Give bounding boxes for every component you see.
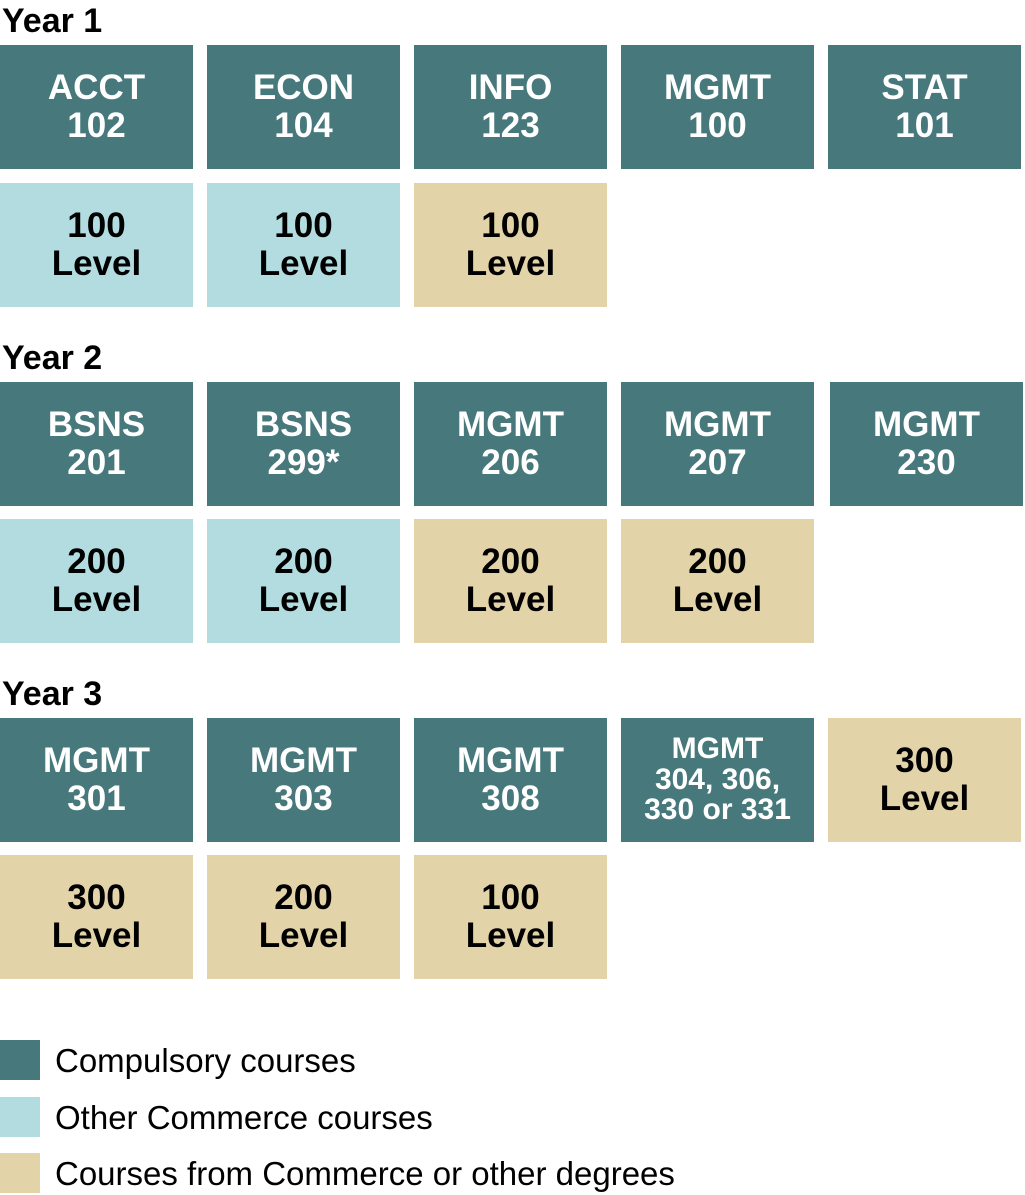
year-1-course-box: ACCT 102 (0, 45, 193, 169)
level-label: 200 Level (51, 542, 142, 619)
year-3-level-box: 200 Level (207, 855, 400, 979)
year-2-course-box: BSNS 299* (207, 382, 400, 506)
year-3-level-box: 300 Level (0, 855, 193, 979)
year-1-course-box: ECON 104 (207, 45, 400, 169)
year-2-course-box: BSNS 201 (0, 382, 193, 506)
course-label: ECON 104 (252, 68, 355, 145)
level-label: 100 Level (465, 206, 556, 283)
level-label: 100 Level (465, 878, 556, 955)
level-label: 200 Level (258, 878, 349, 955)
year-2-course-box: MGMT 206 (414, 382, 607, 506)
course-label: MGMT 206 (457, 405, 564, 482)
year-1-course-box: STAT 101 (828, 45, 1021, 169)
course-label: STAT 101 (881, 68, 968, 145)
legend-label: Courses from Commerce or other degrees (55, 1154, 675, 1192)
course-label: MGMT 100 (664, 68, 771, 145)
year-3-course-box: MGMT 304, 306, 330 or 331 (621, 718, 814, 842)
year-3-course-box: MGMT 301 (0, 718, 193, 842)
level-label: 300 Level (879, 741, 970, 818)
year-2-course-box: MGMT 230 (830, 382, 1023, 506)
legend-swatch (0, 1040, 40, 1080)
level-label: 100 Level (51, 206, 142, 283)
legend-swatch (0, 1097, 40, 1137)
level-label: 200 Level (672, 542, 763, 619)
year-1-course-box: MGMT 100 (621, 45, 814, 169)
course-label: MGMT 303 (250, 741, 357, 818)
year-3-label: Year 3 (2, 675, 103, 713)
year-1-label: Year 1 (2, 2, 103, 40)
course-label: MGMT 207 (664, 405, 771, 482)
legend-label: Compulsory courses (55, 1041, 356, 1079)
course-label: MGMT 230 (873, 405, 980, 482)
year-2-label: Year 2 (2, 339, 103, 377)
year-1-course-box: INFO 123 (414, 45, 607, 169)
year-3-course-box: MGMT 303 (207, 718, 400, 842)
course-label: BSNS 299* (254, 405, 353, 482)
year-1-level-box: 100 Level (207, 183, 400, 307)
level-label: 200 Level (465, 542, 556, 619)
course-label: MGMT 304, 306, 330 or 331 (644, 732, 791, 827)
year-3-course-box: 300 Level (828, 718, 1021, 842)
course-label: ACCT 102 (47, 68, 146, 145)
legend-label: Other Commerce courses (55, 1098, 433, 1136)
year-2-level-box: 200 Level (621, 519, 814, 643)
legend-item-other-degrees: Courses from Commerce or other degrees (0, 1153, 675, 1193)
course-label: INFO 123 (468, 68, 553, 145)
legend-item-compulsory: Compulsory courses (0, 1040, 356, 1080)
year-1-level-box: 100 Level (0, 183, 193, 307)
legend-item-other-commerce: Other Commerce courses (0, 1097, 433, 1137)
year-2-level-box: 200 Level (207, 519, 400, 643)
legend-swatch (0, 1153, 40, 1193)
course-label: MGMT 308 (457, 741, 564, 818)
year-1-level-box: 100 Level (414, 183, 607, 307)
year-3-course-box: MGMT 308 (414, 718, 607, 842)
course-label: BSNS 201 (47, 405, 146, 482)
level-label: 300 Level (51, 878, 142, 955)
year-2-level-box: 200 Level (0, 519, 193, 643)
course-label: MGMT 301 (43, 741, 150, 818)
level-label: 100 Level (258, 206, 349, 283)
year-2-level-box: 200 Level (414, 519, 607, 643)
year-3-level-box: 100 Level (414, 855, 607, 979)
year-2-course-box: MGMT 207 (621, 382, 814, 506)
level-label: 200 Level (258, 542, 349, 619)
